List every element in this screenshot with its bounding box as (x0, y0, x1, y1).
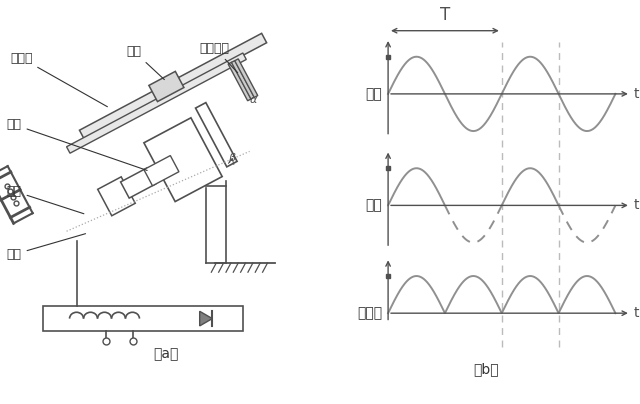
Text: t: t (634, 87, 639, 101)
Text: 电流: 电流 (365, 198, 382, 213)
Bar (67, 53, 246, 153)
Bar (98, 177, 135, 216)
Text: （a）: （a） (154, 347, 179, 361)
Text: 线圈: 线圈 (6, 234, 86, 261)
Bar (120, 168, 156, 198)
Text: 电压: 电压 (365, 87, 382, 101)
Bar (44, 306, 243, 331)
Text: 物料: 物料 (127, 45, 164, 80)
Text: t: t (634, 198, 639, 213)
Bar (228, 62, 251, 101)
Text: α: α (250, 95, 257, 105)
Text: 给料槽: 给料槽 (10, 52, 108, 107)
Text: β: β (228, 154, 235, 163)
Text: 衔铁: 衔铁 (6, 118, 147, 170)
Polygon shape (200, 311, 212, 326)
Text: T: T (440, 6, 450, 24)
Bar (144, 118, 222, 202)
Text: t: t (634, 306, 639, 320)
Bar (79, 34, 267, 140)
Text: 电磁力: 电磁力 (357, 306, 382, 320)
Bar (232, 61, 255, 99)
Bar (196, 103, 237, 167)
Text: 主振弹簧: 主振弹簧 (200, 42, 237, 73)
Text: 铁芯: 铁芯 (6, 185, 84, 214)
Text: （b）: （b） (474, 362, 499, 377)
Bar (144, 156, 179, 186)
Bar (149, 72, 184, 101)
Bar (235, 59, 258, 97)
